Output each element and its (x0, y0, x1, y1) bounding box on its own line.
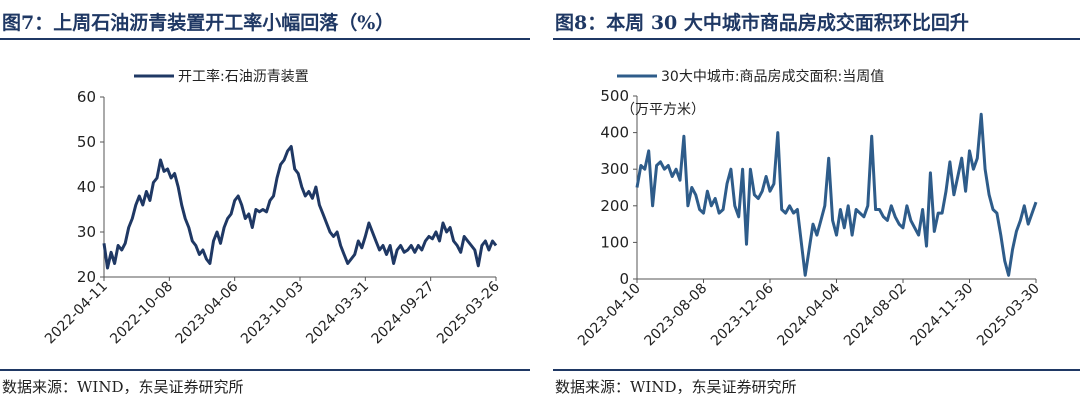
series-line (102, 145, 498, 270)
y-tick-label: 50 (77, 133, 96, 151)
x-tick-label: 2025-03-30 (974, 281, 1043, 350)
left-title-rule (0, 38, 530, 40)
right-title-rule (553, 38, 1080, 40)
x-tick-label: 2023-04-06 (173, 278, 242, 347)
unit-label: （万平方米） (621, 102, 705, 118)
x-tick-label: 2023-10-03 (238, 279, 307, 348)
y-tick-label: 0 (619, 270, 629, 288)
x-tick-label: 2024-03-31 (303, 279, 372, 348)
y-tick-label: 20 (77, 268, 96, 286)
x-tick-label: 2023-04-10 (575, 281, 644, 350)
left-chart: 20 30 40 50 60 2022-04-112022-10-082023-04-06… (42, 68, 503, 348)
y-tick-label: 200 (600, 197, 629, 215)
right-source-note: 数据来源：WIND，东吴证券研究所 (555, 378, 797, 396)
y-tick-label: 30 (77, 223, 96, 241)
left-chart-panel: 图7：上周石油沥青装置开工率小幅回落（%） 20 30 40 50 60 2022-04-… (0, 0, 530, 411)
x-tick-label: 2024-08-02 (841, 281, 910, 350)
y-tick-label: 400 (600, 124, 629, 142)
left-chart-title: 图7：上周石油沥青装置开工率小幅回落（%） (2, 12, 395, 34)
x-tick-label: 2022-10-08 (107, 279, 176, 348)
x-tick-label: 2024-09-27 (369, 279, 438, 348)
y-tick-label: 500 (600, 87, 629, 105)
legend-label: 30大中城市:商品房成交面积:当周值 (661, 68, 884, 85)
left-footer-rule (0, 369, 530, 371)
x-tick-label: 2023-08-08 (641, 281, 710, 350)
x-tick-label: 2025-03-26 (434, 278, 503, 347)
series-line (635, 112, 1038, 277)
right-chart: 0 100 200 300 400 500 2023-04-102023-08-082023… (575, 68, 1043, 350)
x-tick-label: 2024-11-30 (907, 281, 976, 350)
legend-label: 开工率:石油沥青装置 (178, 68, 309, 85)
right-footer-rule (553, 369, 1080, 371)
y-tick-label: 60 (77, 88, 96, 106)
left-source-note: 数据来源：WIND，东吴证券研究所 (2, 378, 244, 396)
x-tick-label: 2022-04-11 (42, 279, 111, 348)
y-tick-label: 40 (77, 178, 96, 196)
right-chart-title: 图8：本周 30 大中城市商品房成交面积环比回升 (555, 12, 969, 34)
x-tick-label: 2024-04-04 (774, 280, 843, 349)
y-tick-label: 300 (600, 160, 629, 178)
x-tick-label: 2023-12-06 (708, 280, 777, 349)
right-chart-panel: 图8：本周 30 大中城市商品房成交面积环比回升 0 100 200 300 400 50… (553, 0, 1080, 411)
y-tick-label: 100 (600, 233, 629, 251)
